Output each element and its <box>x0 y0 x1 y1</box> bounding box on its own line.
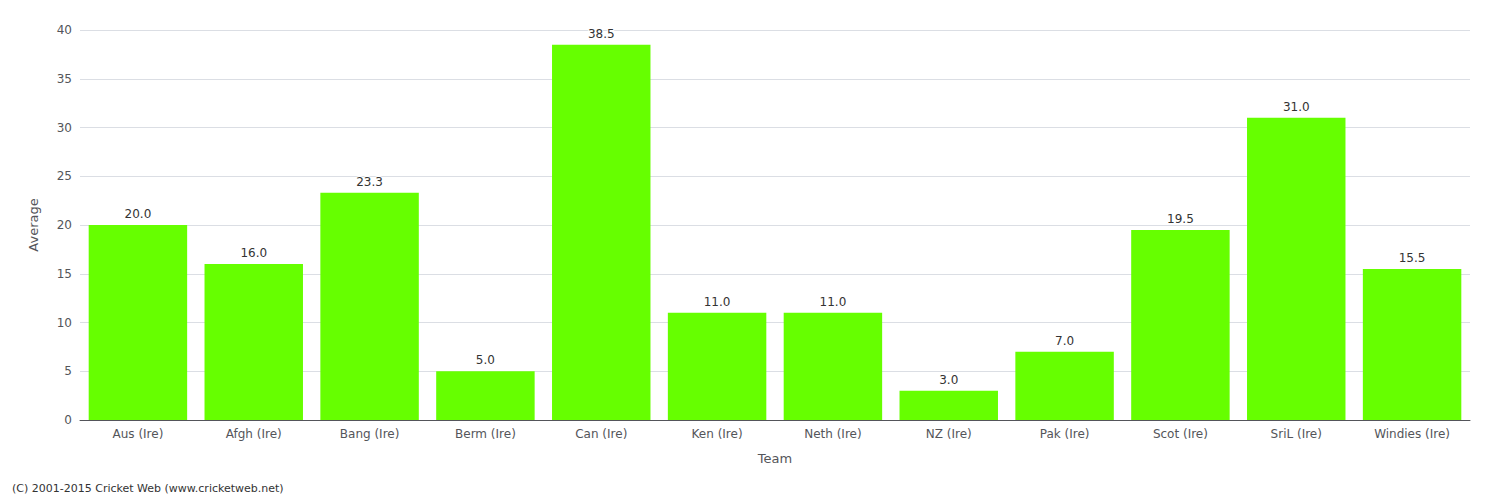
svg-text:15.5: 15.5 <box>1399 251 1426 265</box>
svg-text:Ken (Ire): Ken (Ire) <box>692 427 743 441</box>
svg-text:30: 30 <box>57 121 72 135</box>
svg-text:35: 35 <box>57 72 72 86</box>
svg-text:Pak (Ire): Pak (Ire) <box>1040 427 1090 441</box>
svg-text:16.0: 16.0 <box>240 246 267 260</box>
svg-text:20.0: 20.0 <box>125 207 152 221</box>
svg-text:NZ (Ire): NZ (Ire) <box>926 427 972 441</box>
svg-text:10: 10 <box>57 316 72 330</box>
svg-text:Windies (Ire): Windies (Ire) <box>1374 427 1450 441</box>
svg-text:Bang (Ire): Bang (Ire) <box>340 427 400 441</box>
svg-text:0: 0 <box>64 413 72 427</box>
svg-text:Neth (Ire): Neth (Ire) <box>804 427 861 441</box>
svg-text:Berm (Ire): Berm (Ire) <box>455 427 516 441</box>
svg-text:31.0: 31.0 <box>1283 100 1310 114</box>
svg-text:5: 5 <box>64 364 72 378</box>
svg-text:SriL (Ire): SriL (Ire) <box>1271 427 1322 441</box>
svg-text:Aus (Ire): Aus (Ire) <box>112 427 163 441</box>
svg-text:Scot (Ire): Scot (Ire) <box>1153 427 1208 441</box>
svg-text:5.0: 5.0 <box>476 353 495 367</box>
svg-text:40: 40 <box>57 23 72 37</box>
svg-text:20: 20 <box>57 218 72 232</box>
svg-text:11.0: 11.0 <box>704 295 731 309</box>
svg-text:11.0: 11.0 <box>820 295 847 309</box>
svg-text:Average: Average <box>26 198 41 251</box>
svg-text:19.5: 19.5 <box>1167 212 1194 226</box>
svg-text:Can (Ire): Can (Ire) <box>575 427 627 441</box>
svg-text:Team: Team <box>757 451 792 466</box>
svg-text:Afgh (Ire): Afgh (Ire) <box>226 427 282 441</box>
svg-text:38.5: 38.5 <box>588 27 615 41</box>
svg-text:23.3: 23.3 <box>356 175 383 189</box>
svg-text:15: 15 <box>57 267 72 281</box>
svg-text:3.0: 3.0 <box>939 373 958 387</box>
svg-text:25: 25 <box>57 169 72 183</box>
svg-text:7.0: 7.0 <box>1055 334 1074 348</box>
svg-text:(C) 2001-2015 Cricket Web (www: (C) 2001-2015 Cricket Web (www.cricketwe… <box>12 482 284 495</box>
